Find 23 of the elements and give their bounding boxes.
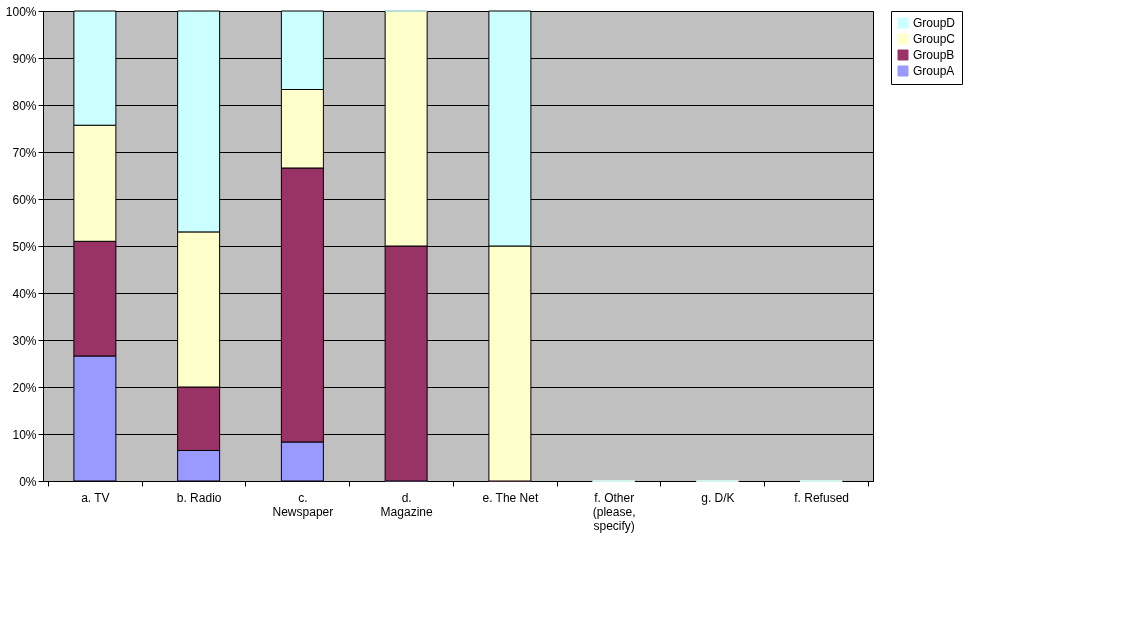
x-tick-label: g. D/K <box>701 490 735 505</box>
x-tick-label: c. Newspaper <box>272 490 334 519</box>
legend-label: GroupD <box>913 16 956 30</box>
legend-label: GroupA <box>913 64 955 78</box>
x-tick-label: d. Magazine <box>380 490 433 519</box>
y-tick-label: 40% <box>12 286 37 301</box>
y-tick-label: 60% <box>12 192 37 207</box>
y-tick-label: 50% <box>12 239 37 254</box>
x-tick-label: e. The Net <box>482 490 539 505</box>
y-tick-label: 90% <box>12 51 37 66</box>
x-tick-label: b. Radio <box>176 490 222 505</box>
y-tick-label: 80% <box>12 98 37 113</box>
y-tick-label: 30% <box>12 333 37 348</box>
x-tick-label: f. Refused <box>794 490 849 505</box>
x-tick-label: f. Other (please, specify) <box>592 490 636 533</box>
legend-label: GroupC <box>913 32 956 46</box>
y-tick-label: 10% <box>12 427 37 442</box>
legend-label: GroupB <box>913 48 955 62</box>
y-tick-label: 70% <box>12 145 37 160</box>
y-tick-label: 20% <box>12 380 37 395</box>
y-tick-label: 100% <box>5 4 37 19</box>
x-tick-label: a. TV <box>81 490 110 505</box>
y-tick-label: 0% <box>19 474 37 489</box>
